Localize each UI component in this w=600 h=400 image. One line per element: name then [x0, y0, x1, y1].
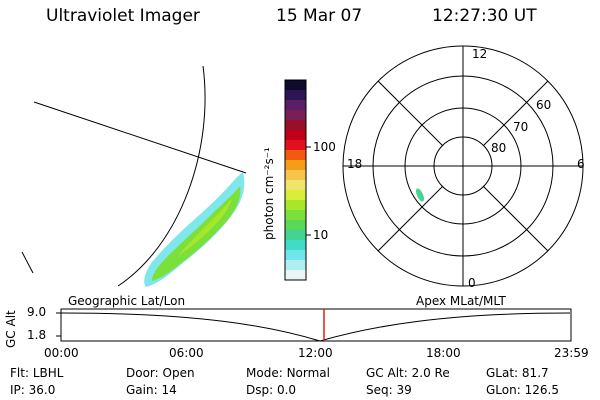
geographic-image-panel [21, 65, 247, 287]
timeline-x-tick-0: 00:00 [44, 346, 79, 360]
mlat-label-70: 70 [513, 120, 529, 134]
colorbar-swatch [285, 140, 306, 151]
grid-line-fragment [21, 251, 34, 274]
observation-time: 12:27:30 UT [432, 6, 537, 26]
mlt-label-midnight: 0 [468, 276, 476, 290]
info-gc-alt: GC Alt: 2.0 Re [366, 366, 450, 380]
info-door: Door: Open [126, 366, 195, 380]
colorbar-swatch [285, 180, 306, 191]
info-gain: Gain: 14 [126, 383, 177, 397]
info-glon-label: GLon: [486, 383, 521, 397]
colorbar-swatch [285, 220, 306, 231]
colorbar-tick-label-10: 10 [313, 228, 329, 242]
info-door-value: Open [162, 366, 195, 380]
colorbar-tick-label-100: 100 [313, 140, 336, 154]
colorbar-swatch [285, 120, 306, 131]
info-glon: GLon: 126.5 [486, 383, 559, 397]
colorbar-swatch [285, 80, 306, 91]
info-seq: Seq: 39 [366, 383, 412, 397]
timeline-x-tick-1: 06:00 [169, 346, 204, 360]
colorbar-swatch [285, 210, 306, 221]
info-flt-label: Flt: [10, 366, 29, 380]
colorbar-swatch [285, 200, 306, 211]
colorbar-swatch [285, 170, 306, 181]
polar-diagonal-ur [482, 80, 549, 147]
info-mode: Mode: Normal [246, 366, 330, 380]
timeline-plot [56, 308, 572, 342]
info-seq-label: Seq: [366, 383, 393, 397]
colorbar-swatch [285, 190, 306, 201]
info-dsp: Dsp: 0.0 [246, 383, 296, 397]
info-glon-value: 126.5 [524, 383, 559, 397]
info-ip-label: IP: [10, 383, 25, 397]
mlat-label-80: 80 [491, 141, 507, 155]
colorbar-swatch [285, 250, 306, 261]
polar-diagonal-lr [482, 185, 549, 252]
colorbar-swatches [285, 80, 306, 281]
info-door-label: Door: [126, 366, 159, 380]
colorbar [284, 79, 311, 281]
terminator-line [33, 101, 247, 174]
polar-emission-spot [415, 188, 425, 202]
mlt-label-noon: 12 [472, 47, 488, 61]
auroral-emission-inner [152, 186, 241, 281]
colorbar-swatch [285, 100, 306, 111]
earth-limb-arc [117, 65, 206, 287]
timeline-x-tick-3: 18:00 [426, 346, 461, 360]
timeline-y-tick-label-1-8: 1.8 [27, 328, 47, 342]
colorbar-frame [284, 79, 307, 281]
info-gc-alt-label: GC Alt: [366, 366, 408, 380]
colorbar-swatch [285, 150, 306, 161]
polar-plot [342, 45, 584, 287]
timeline-y-axis-label: GC Alt [4, 310, 18, 348]
info-gain-label: Gain: [126, 383, 158, 397]
timeline-y-tick-label-9: 9.0 [27, 305, 47, 319]
altitude-curve [60, 312, 571, 342]
polar-diagonal-ul [377, 80, 444, 147]
info-dsp-value: 0.0 [276, 383, 297, 397]
colorbar-unit-label: photon cm⁻²s⁻¹ [262, 147, 276, 240]
colorbar-swatch [285, 260, 306, 271]
observation-date: 15 Mar 07 [276, 6, 363, 26]
colorbar-swatch [285, 90, 306, 101]
timeline-x-tick-4: 23:59 [554, 346, 589, 360]
colorbar-swatch [285, 240, 306, 251]
colorbar-swatch [285, 160, 306, 171]
info-flt: Flt: LBHL [10, 366, 63, 380]
timeline-x-tick-2: 12:00 [298, 346, 333, 360]
timeline-frame [60, 308, 572, 342]
info-ip: IP: 36.0 [10, 383, 55, 397]
colorbar-swatch [285, 230, 306, 241]
info-glat-label: GLat: [486, 366, 519, 380]
info-flt-value: LBHL [32, 366, 64, 380]
polar-diagonal-ll [377, 185, 444, 252]
mlt-label-dusk: 18 [347, 157, 363, 171]
instrument-title: Ultraviolet Imager [46, 6, 200, 26]
info-mode-label: Mode: [246, 366, 283, 380]
colorbar-swatch [285, 130, 306, 141]
timeline-right-caption: Apex MLat/MLT [416, 294, 506, 308]
info-glat: GLat: 81.7 [486, 366, 549, 380]
auroral-emission-core [178, 198, 232, 256]
info-dsp-label: Dsp: [246, 383, 274, 397]
info-gc-alt-value: 2.0 Re [411, 366, 450, 380]
colorbar-swatch [285, 270, 306, 281]
colorbar-swatch [285, 110, 306, 121]
info-ip-value: 36.0 [28, 383, 56, 397]
mlt-label-dawn: 6 [577, 157, 585, 171]
info-gain-value: 14 [161, 383, 177, 397]
mlat-label-60: 60 [536, 98, 552, 112]
info-mode-value: Normal [286, 366, 330, 380]
timeline-left-caption: Geographic Lat/Lon [68, 294, 186, 308]
info-seq-value: 39 [396, 383, 412, 397]
info-glat-value: 81.7 [521, 366, 549, 380]
